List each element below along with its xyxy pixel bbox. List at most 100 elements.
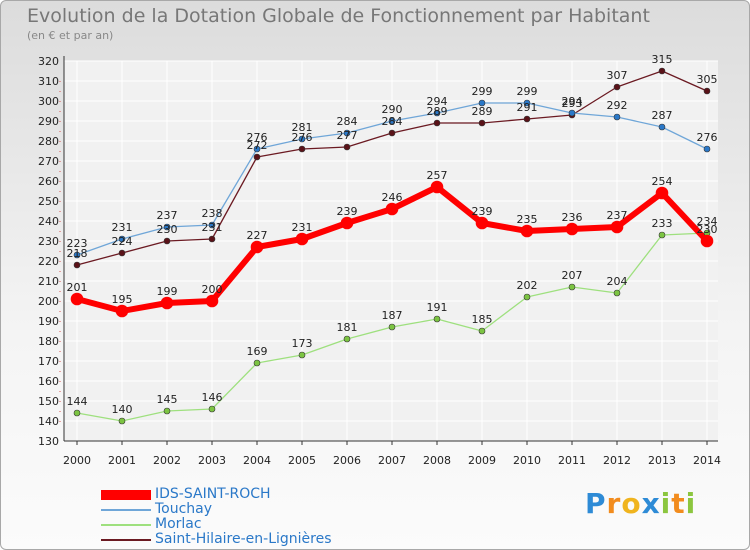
data-point-morlac [433,315,441,323]
data-point-saint-hilaire-en-ligni-res [343,143,351,151]
data-label-saint-hilaire-en-ligni-res: 231 [202,221,223,234]
data-point-morlac [388,323,396,331]
data-label-touchay: 281 [292,121,313,134]
legend-item-ids-saint-roch: IDS-SAINT-ROCH [101,486,401,502]
data-point-ids-saint-roch [160,296,174,310]
data-label-saint-hilaire-en-ligni-res: 315 [652,53,673,66]
legend-item-saint-hilaire-en-ligni-res: Saint-Hilaire-en-Lignières [101,531,401,547]
data-label-ids-saint-roch: 227 [247,229,268,242]
y-tick-label: 290 [38,115,59,128]
data-point-morlac [523,293,531,301]
legend-label: Touchay [155,501,213,517]
y-tick-label: 280 [38,135,59,148]
data-point-touchay [163,223,171,231]
data-label-morlac: 140 [112,403,133,416]
data-point-ids-saint-roch [655,186,669,200]
data-point-saint-hilaire-en-ligni-res [208,235,216,243]
legend-label: Saint-Hilaire-en-Lignières [155,531,332,547]
data-label-saint-hilaire-en-ligni-res: 289 [427,105,448,118]
data-point-saint-hilaire-en-ligni-res [73,261,81,269]
data-label-ids-saint-roch: 246 [382,191,403,204]
data-label-morlac: 144 [67,395,88,408]
data-label-saint-hilaire-en-ligni-res: 291 [517,101,538,114]
data-label-saint-hilaire-en-ligni-res: 293 [562,97,583,110]
data-point-ids-saint-roch [250,240,264,254]
legend-item-morlac: Morlac [101,516,401,532]
data-label-touchay: 238 [202,207,223,220]
y-tick-label: 210 [38,275,59,288]
plot-area [64,61,718,441]
x-tick-label: 2014 [693,454,721,467]
data-point-touchay [388,117,396,125]
data-point-morlac [208,405,216,413]
data-point-saint-hilaire-en-ligni-res [658,67,666,75]
data-point-ids-saint-roch [385,202,399,216]
y-tick-label: 130 [38,435,59,448]
data-point-saint-hilaire-en-ligni-res [118,249,126,257]
data-label-ids-saint-roch: 199 [157,285,178,298]
data-label-morlac: 173 [292,337,313,350]
data-label-saint-hilaire-en-ligni-res: 272 [247,139,268,152]
x-tick-label: 2009 [468,454,496,467]
data-label-ids-saint-roch: 200 [202,283,223,296]
y-tick-label: 240 [38,215,59,228]
data-label-saint-hilaire-en-ligni-res: 284 [382,115,403,128]
data-label-touchay: 287 [652,109,673,122]
data-label-saint-hilaire-en-ligni-res: 230 [157,223,178,236]
y-tick-label: 250 [38,195,59,208]
data-label-ids-saint-roch: 239 [472,205,493,218]
logo-letter: i [660,487,672,520]
legend-item-touchay: Touchay [101,501,401,517]
data-label-morlac: 204 [607,275,628,288]
chart-subtitle: (en € et par an) [27,29,114,42]
data-label-morlac: 145 [157,393,178,406]
data-label-ids-saint-roch: 235 [517,213,538,226]
data-point-touchay [73,251,81,259]
data-label-saint-hilaire-en-ligni-res: 289 [472,105,493,118]
y-tick-label: 320 [38,55,59,68]
data-label-morlac: 191 [427,301,448,314]
x-tick-label: 2001 [108,454,136,467]
x-tick-label: 2000 [63,454,91,467]
x-tick-label: 2003 [198,454,226,467]
data-point-saint-hilaire-en-ligni-res [478,119,486,127]
data-label-saint-hilaire-en-ligni-res: 277 [337,129,358,142]
x-tick-label: 2008 [423,454,451,467]
data-point-ids-saint-roch [115,304,129,318]
x-tick-label: 2010 [513,454,541,467]
data-point-ids-saint-roch [475,216,489,230]
logo-letter: P [585,487,607,520]
data-point-ids-saint-roch [430,180,444,194]
data-label-morlac: 202 [517,279,538,292]
data-label-touchay: 299 [472,85,493,98]
x-tick-label: 2011 [558,454,586,467]
data-label-touchay: 276 [247,131,268,144]
data-point-ids-saint-roch [295,232,309,246]
y-tick-label: 190 [38,315,59,328]
y-tick-label: 230 [38,235,59,248]
data-point-morlac [163,407,171,415]
data-label-touchay: 231 [112,221,133,234]
data-point-ids-saint-roch [565,222,579,236]
data-label-ids-saint-roch: 201 [67,281,88,294]
logo-letter: t [671,487,686,520]
data-label-morlac: 187 [382,309,403,322]
data-label-morlac: 233 [652,217,673,230]
data-point-touchay [568,109,576,117]
data-label-morlac: 185 [472,313,493,326]
legend: IDS-SAINT-ROCH Touchay Morlac Saint-Hilaire… [101,486,401,547]
data-point-morlac [343,335,351,343]
logo-letter: r [606,487,622,520]
x-tick-label: 2006 [333,454,361,467]
x-tick-label: 2007 [378,454,406,467]
data-point-ids-saint-roch [520,224,534,238]
x-tick-label: 2012 [603,454,631,467]
data-point-saint-hilaire-en-ligni-res [703,87,711,95]
data-label-touchay: 294 [562,95,583,108]
data-point-saint-hilaire-en-ligni-res [253,153,261,161]
legend-swatch [101,490,151,500]
y-tick-label: 200 [38,295,59,308]
data-label-morlac: 181 [337,321,358,334]
